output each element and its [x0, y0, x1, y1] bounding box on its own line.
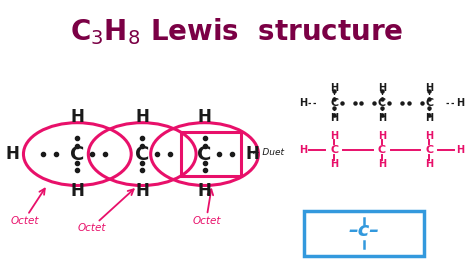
Text: C: C	[378, 98, 386, 108]
Text: H: H	[378, 159, 386, 169]
Text: H: H	[378, 83, 386, 93]
Bar	[181, 132, 241, 176]
Text: C: C	[330, 98, 338, 108]
Text: C: C	[135, 145, 149, 164]
Text: H: H	[6, 145, 19, 163]
Text: H: H	[378, 131, 386, 141]
Text: H: H	[425, 159, 433, 169]
Text: C: C	[70, 145, 84, 164]
Text: H: H	[425, 131, 433, 141]
Text: H: H	[456, 145, 464, 155]
Text: C$_3$H$_8$ Lewis  structure: C$_3$H$_8$ Lewis structure	[70, 16, 404, 47]
Text: H: H	[425, 83, 433, 93]
Text: C: C	[197, 145, 212, 164]
Text: H: H	[299, 145, 308, 155]
Text: H: H	[330, 131, 338, 141]
Text: H: H	[135, 182, 149, 200]
Text: C: C	[425, 98, 433, 108]
Text: Octet: Octet	[192, 216, 220, 226]
Text: H: H	[245, 145, 259, 163]
Text: H: H	[299, 98, 308, 108]
Text: H: H	[425, 113, 433, 123]
Text: H: H	[330, 83, 338, 93]
Text: H: H	[198, 182, 211, 200]
Text: H: H	[71, 182, 84, 200]
Text: H: H	[456, 98, 464, 108]
Text: H: H	[135, 108, 149, 126]
Text: –c–: –c–	[349, 222, 380, 240]
Text: Octet: Octet	[77, 223, 106, 233]
Text: H: H	[71, 108, 84, 126]
Text: H: H	[378, 113, 386, 123]
Text: H: H	[198, 108, 211, 126]
Text: C: C	[378, 145, 386, 155]
Text: Octet: Octet	[11, 216, 39, 226]
Bar	[304, 211, 424, 256]
Text: H: H	[330, 113, 338, 123]
Text: C: C	[330, 145, 338, 155]
Text: H: H	[330, 159, 338, 169]
Text: ← Duet: ← Duet	[252, 148, 284, 157]
Text: C: C	[425, 145, 433, 155]
